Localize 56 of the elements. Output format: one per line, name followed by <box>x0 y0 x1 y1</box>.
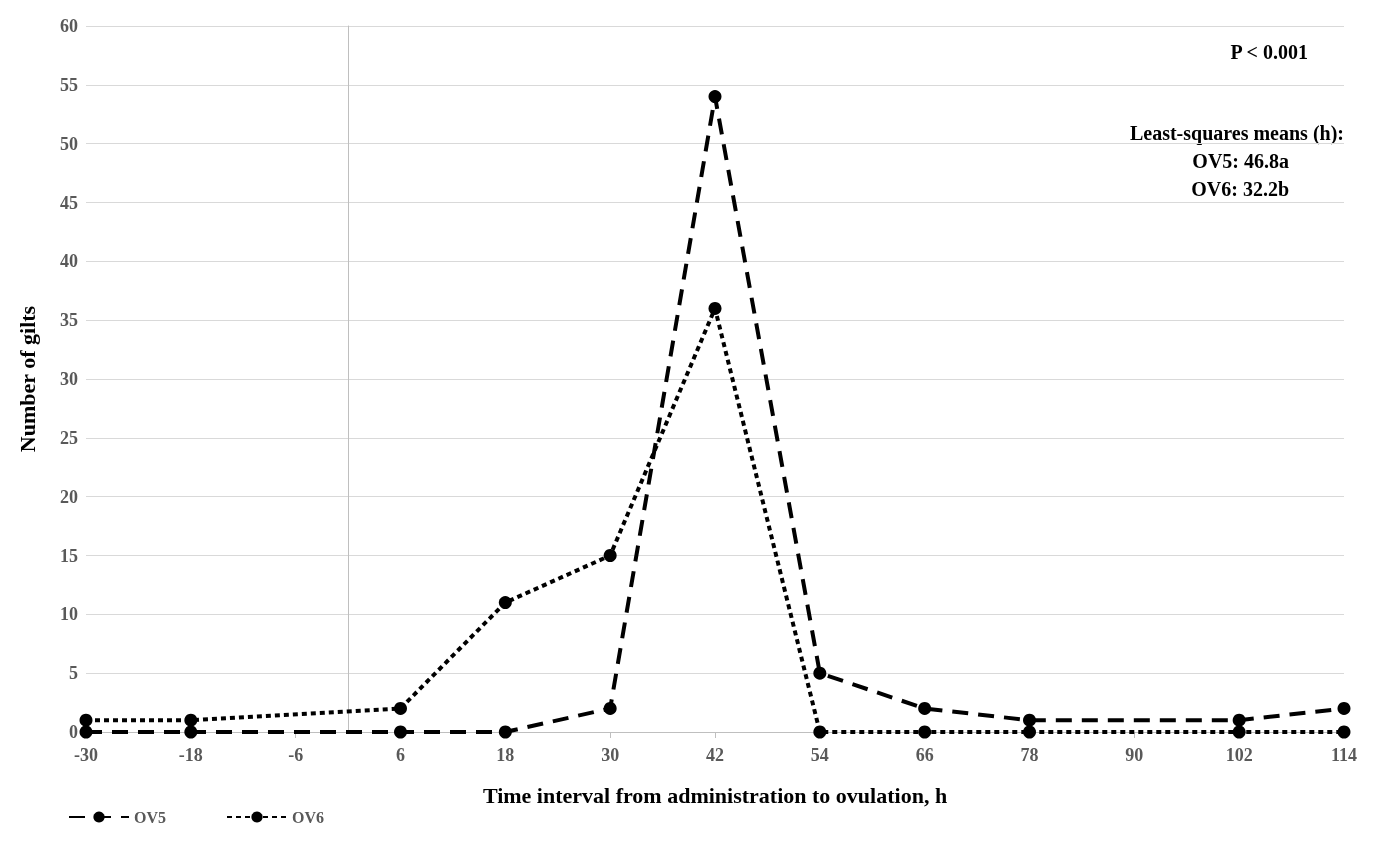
x-tick-label: -18 <box>178 745 203 765</box>
annotation: P < 0.001 <box>1230 41 1308 63</box>
x-axis-title: Time interval from administration to ovulation, h <box>482 782 948 808</box>
y-tick-label: 55 <box>60 74 78 95</box>
point <box>79 713 93 727</box>
point <box>1023 713 1036 727</box>
y-tick-label: 35 <box>60 310 78 331</box>
annotation: OV5: 46.8a <box>1192 150 1290 172</box>
x-tick-label: 30 <box>601 745 620 765</box>
point <box>498 725 512 739</box>
point <box>1337 725 1351 739</box>
point <box>79 725 93 739</box>
point <box>1337 701 1351 715</box>
y-tick-label: 60 <box>60 16 78 36</box>
point <box>394 725 407 739</box>
x-tick-label: 18 <box>496 745 515 765</box>
y-tick-label: 30 <box>60 369 78 389</box>
point <box>708 90 722 104</box>
point <box>1232 713 1246 727</box>
x-tick-label: 102 <box>1225 745 1253 765</box>
x-tick-label: 66 <box>915 745 934 765</box>
x-tick-label: 42 <box>706 745 724 765</box>
y-tick-label: 10 <box>60 604 78 625</box>
point <box>394 701 407 715</box>
y-axis-title: Number of gilts <box>14 305 40 453</box>
point <box>918 701 932 715</box>
y-tick-label: 25 <box>60 427 78 448</box>
annotation: OV6: 32.2b <box>1191 178 1290 200</box>
y-tick-label: 0 <box>69 722 78 742</box>
y-tick-label: 5 <box>69 663 78 684</box>
point <box>708 301 722 315</box>
point <box>603 701 617 715</box>
point <box>1023 725 1036 739</box>
point <box>918 725 932 739</box>
point <box>813 666 827 680</box>
point <box>813 725 827 739</box>
y-tick-label: 15 <box>60 545 78 566</box>
x-tick-label: -6 <box>288 745 304 765</box>
x-tick-label: 114 <box>1330 745 1358 765</box>
point <box>603 549 617 562</box>
x-tick-label: 90 <box>1125 745 1144 765</box>
point <box>184 713 198 727</box>
x-tick-label: 54 <box>810 745 829 765</box>
y-tick-label: 20 <box>60 486 78 507</box>
y-tick-label: 45 <box>60 192 78 213</box>
legend-label: OV5 <box>134 808 166 826</box>
y-tick-label: 50 <box>60 133 78 154</box>
legend-label: OV6 <box>292 808 324 826</box>
x-tick-label: -30 <box>74 745 98 765</box>
point <box>498 596 512 610</box>
x-tick-label: 6 <box>396 745 405 765</box>
annotation: Least-squares means (h): <box>1129 122 1345 145</box>
point <box>1232 725 1246 739</box>
x-tick-label: 78 <box>1020 745 1039 765</box>
y-tick-label: 40 <box>60 251 78 272</box>
point <box>184 725 198 739</box>
